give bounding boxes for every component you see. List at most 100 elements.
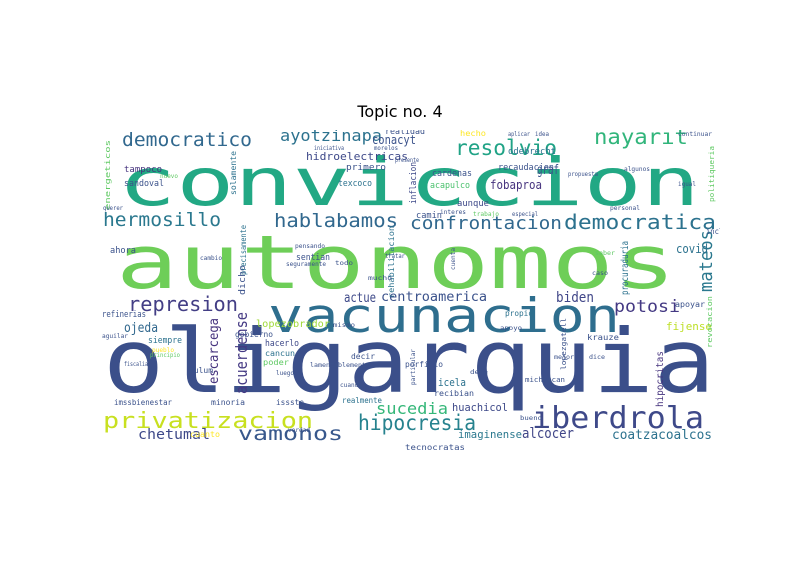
word-propio: propio [505,309,533,318]
word-cardenas: cardenas [432,169,472,179]
word-pueblo: pueblo [152,347,174,354]
word-caso: caso [592,270,608,277]
word-hacerlo: hacerlo [265,339,299,349]
word-represion: represion [128,292,238,316]
chart-title: Topic no. 4 [357,102,443,121]
word-bueno: bueno [520,415,542,422]
word-hecho: hecho [460,130,486,138]
word-ahora: ahora [110,246,136,256]
word-acuerdense: acuerdense [232,312,251,394]
word-graf: graf [537,163,559,178]
word-hipocritas: hipocritas [655,351,666,407]
word-precisamente: precisamente [239,225,248,275]
word-apoyo: apoyo [500,325,522,332]
word-politiqueria: politiqueria [708,146,716,202]
word-debe: debe [470,369,488,376]
word-particular: particular [410,349,417,385]
word-biden: biden [556,290,594,306]
word-vacunacion: vacunacion [268,289,620,344]
word-revocacion: revocacion [706,296,714,348]
word-algunos: algunos [624,166,650,173]
word-conviccion: conviccion [118,144,700,221]
word-nayarit: nayarit [594,130,688,149]
word-democratico: democratico [122,130,252,151]
word-fobaproa: fobaproa [490,178,542,192]
word-pensando: pensando [295,243,325,250]
word-continuar: continuar [678,131,712,138]
word-vamonos: vamonos [238,423,343,445]
word-camin: camin [416,211,442,221]
word-querer: querer [103,205,123,212]
word-dice: dice [589,354,605,361]
word-fijense: fijense [666,320,712,333]
word-michoacan: michoacan [525,376,565,384]
word-acapulco: acapulco [430,181,470,191]
word-gobierno: gobierno [235,330,273,339]
word-centroamerica: centroamerica [381,290,487,305]
word-lamentablemente: lamentablemente [310,362,370,369]
word-mismo: mismo [333,322,355,329]
word-rehabilitacion: rehabilitacion [387,226,396,298]
word-autonomos: autonomos [116,220,676,306]
word-incluso: incluso [706,227,720,236]
word-tampoco: tampoco [124,165,162,175]
word-presente: presente [395,157,419,164]
word-seguramente: seguramente [286,261,326,268]
word-tratar: tratar [385,253,405,260]
word-saber: saber [595,250,615,257]
word-conacyt: conacyt [372,133,416,147]
word-morelos: morelos [374,145,398,152]
word-mejor: mejor [554,354,574,361]
word-huachicol: huachicol [452,401,508,414]
word-hipocresia: hipocresia [358,411,476,435]
word-imssbienestar: imssbienestar [114,398,172,407]
word-recaudacion: recaudacion [498,163,554,173]
word-tulum: tulum [189,366,213,375]
word-aunque: aunque [457,199,489,209]
word-covid: covid [676,242,708,256]
word-cuenta: cuenta [450,248,457,270]
word-aguilar: aguilar [102,333,128,340]
word-especial: especial [512,211,538,218]
word-sucedia: sucedia [376,399,448,418]
word-principio: principio [150,352,180,359]
word-poder: poder [263,358,289,367]
word-realmente: realmente [342,396,382,405]
word-odebrecht: odebrecht [508,147,556,157]
word-imaginense: imaginense [458,428,522,441]
word-icela: icela [438,376,466,389]
word-fiscalia: fiscalia [124,361,148,368]
word-hidroelectricas: hidroelectricas [306,150,408,163]
word-energeticos: energeticos [104,140,112,210]
word-lopezobrador: lopezobrador [256,319,330,330]
word-ayotzinapa: ayotzinapa [280,130,382,145]
word-todo: todo [335,260,353,267]
word-hermosillo: hermosillo [103,209,221,231]
word-recibian: recibian [434,389,474,398]
word-mateos: mateos [696,230,717,292]
word-idea: idea [535,131,549,138]
word-mucho: mucho [368,275,393,282]
word-oligarquia: oligarquia [103,310,715,413]
word-sentian: sentian [296,253,330,263]
word-procuraduria: procuraduria [620,241,631,295]
word-alcocer: alcocer [522,426,574,442]
word-tecnocratas: tecnocratas [405,443,465,450]
word-chetumal: chetumal [138,427,210,443]
word-privatizacion: privatizacion [103,409,313,434]
word-iniciativa: iniciativa [314,145,344,152]
cloud-background [100,130,720,450]
word-personal: personal [610,205,640,212]
word-igual: igual [678,181,696,188]
word-luego: luego [276,370,294,377]
word-iberdrola: iberdrola [532,401,704,436]
word-cambio: cambio [200,255,222,262]
word-inflacion: inflacion [409,162,419,204]
word-trabajo: trabajo [473,211,499,218]
word-cancun: cancun [265,349,295,358]
word-realidad: realidad [385,130,425,137]
word-dicho: dicho [238,265,248,295]
word-actue: actue [344,291,376,306]
